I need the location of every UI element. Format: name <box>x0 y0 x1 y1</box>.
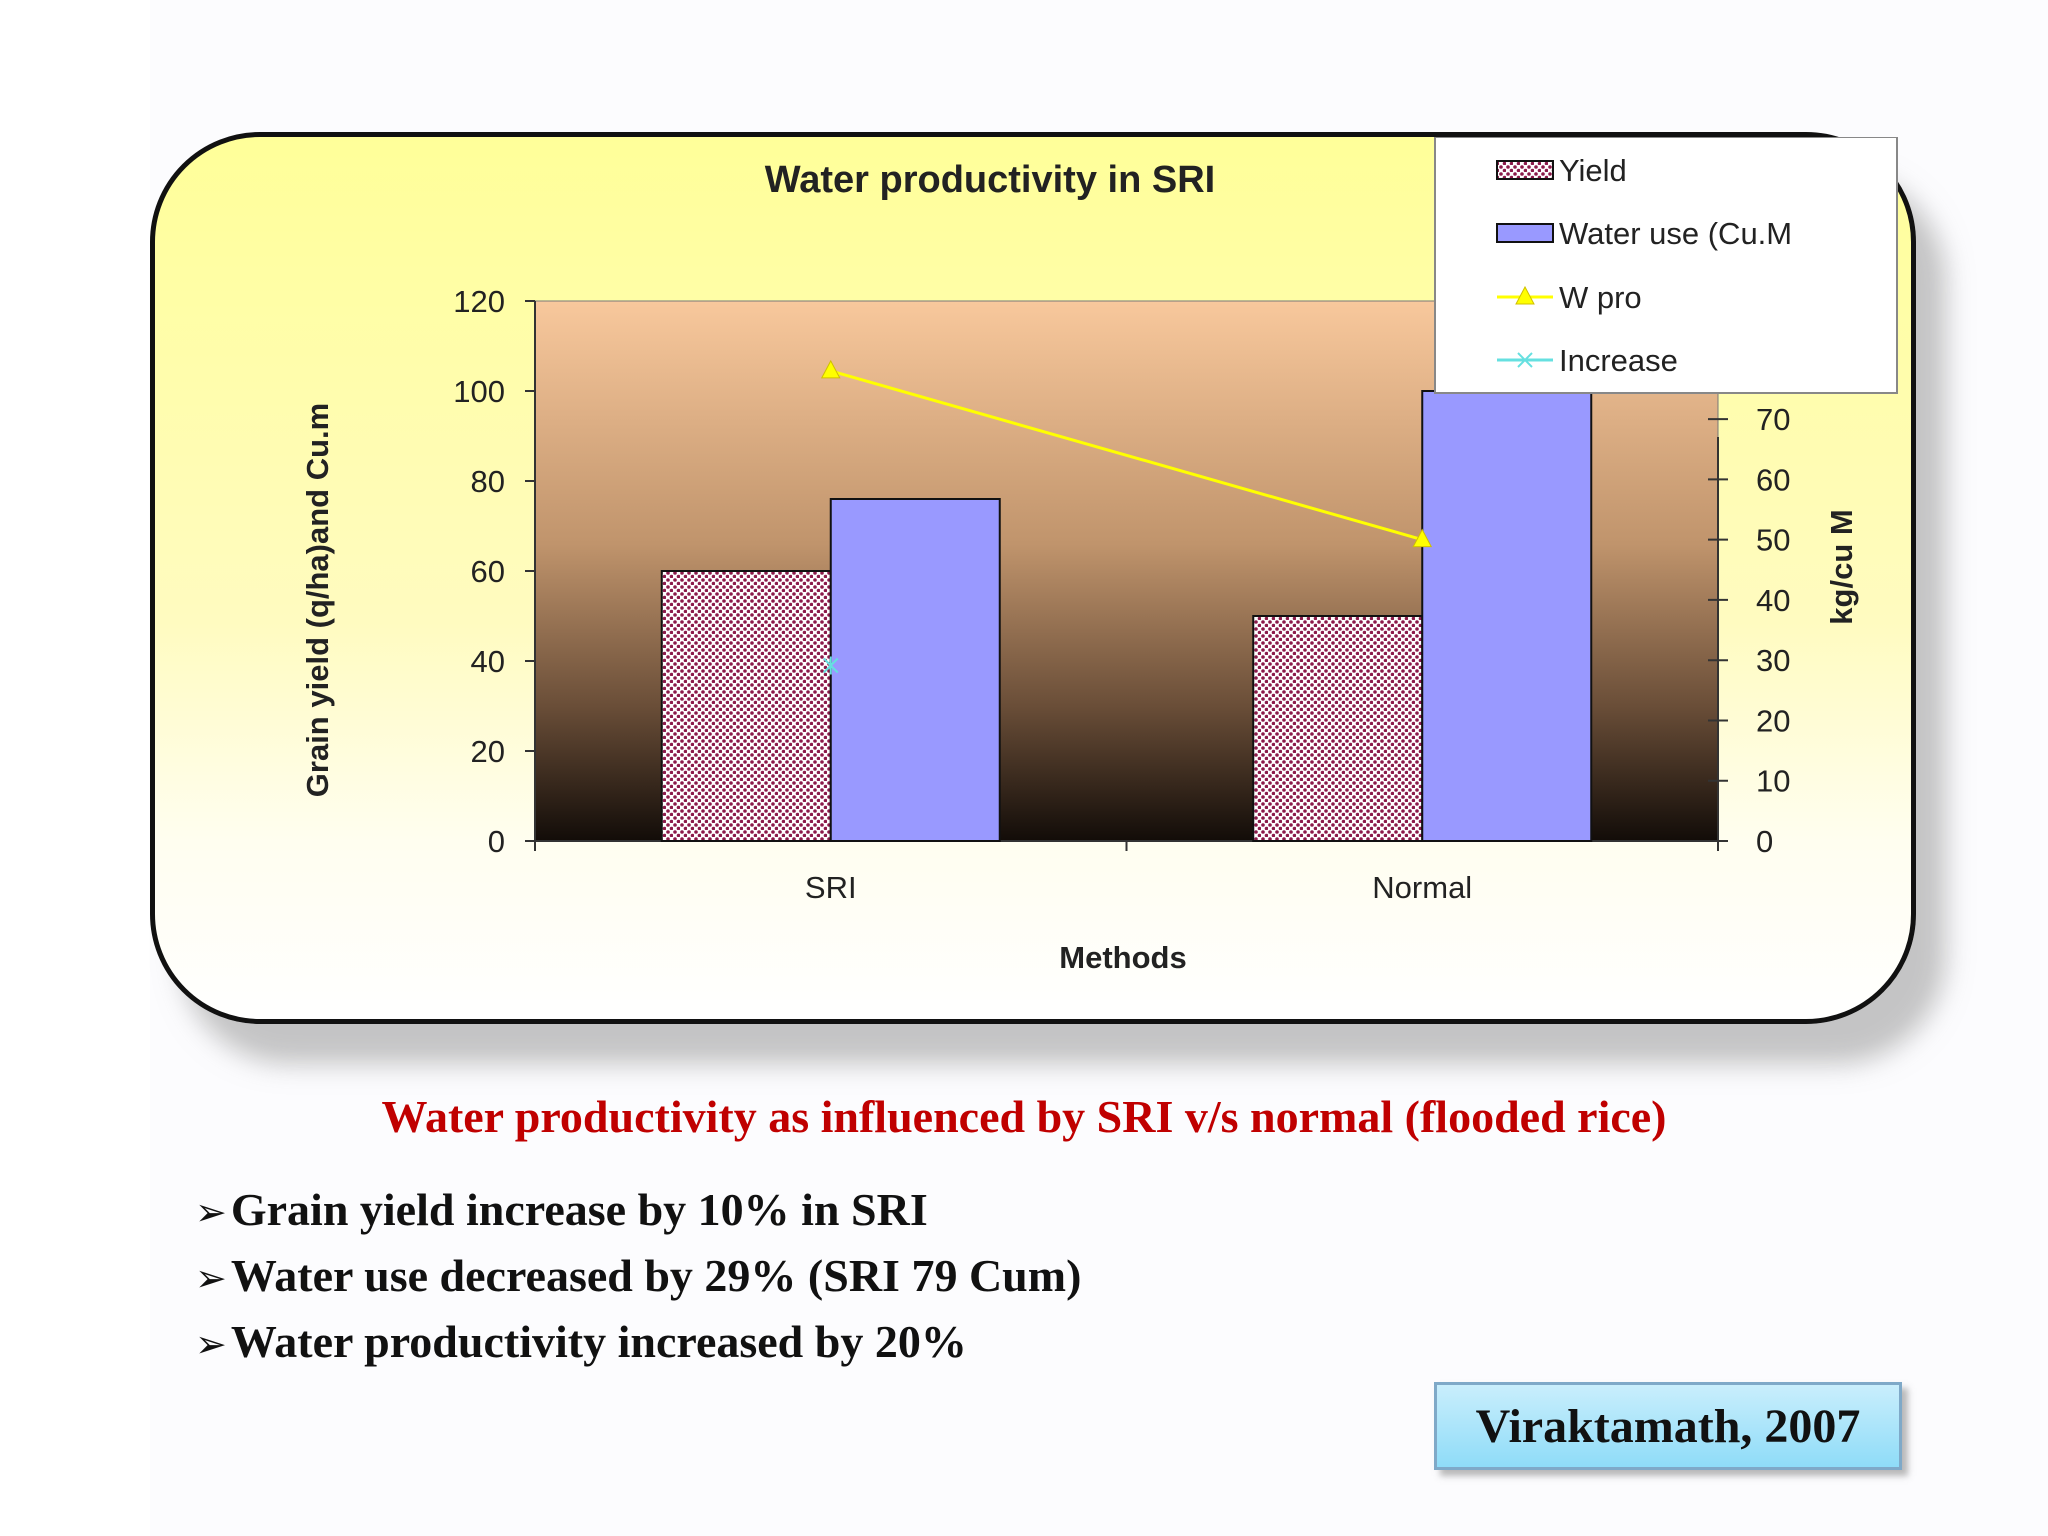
legend-label: Increase <box>1559 343 1678 378</box>
legend-label: Yield <box>1559 153 1627 188</box>
finding-text: Water use decreased by 29% (SRI 79 Cum) <box>230 1250 1082 1301</box>
y-tick-label: 100 <box>453 374 505 409</box>
y-tick-label: 0 <box>488 824 505 859</box>
x-axis-label: Methods <box>1059 940 1186 975</box>
finding-text: Water productivity increased by 20% <box>230 1316 967 1367</box>
point-w-pro <box>820 359 841 379</box>
citation-box: Viraktamath, 2007 <box>1434 1382 1902 1470</box>
y-tick-label: 40 <box>471 644 505 679</box>
arrow-bullet-icon: ➢ <box>195 1190 227 1234</box>
y2-tick-label: 10 <box>1756 764 1790 799</box>
arrow-bullet-icon: ➢ <box>195 1256 227 1300</box>
arrow-bullet-icon: ➢ <box>195 1322 227 1366</box>
chart-marks <box>660 359 1593 842</box>
y2-tick-label: 50 <box>1756 523 1790 558</box>
legend-marker <box>1515 285 1535 305</box>
axes: 0 20 40 60 80 100 120 SRI Normal 0 10 20 30 40 50 60 70 <box>453 284 1790 905</box>
y2-tick-label: 30 <box>1756 643 1790 678</box>
finding-list: ➢Grain yield increase by 10% in SRI ➢Wat… <box>195 1178 1081 1376</box>
legend: Yield Water use (Cu.M W pro Increase <box>1434 137 1898 394</box>
y2-tick-label: 70 <box>1756 402 1790 437</box>
chart-card: 0 20 40 60 80 100 120 SRI Normal 0 10 20 30 40 50 60 70 … <box>150 132 1916 1024</box>
legend-label: W pro <box>1559 280 1642 315</box>
y-tick-label: 120 <box>453 284 505 319</box>
legend-marker <box>1517 352 1533 368</box>
y-tick-label: 60 <box>471 554 505 589</box>
y2-tick-label: 0 <box>1756 824 1773 859</box>
y2-tick-label: 60 <box>1756 462 1790 497</box>
y-tick-label: 80 <box>471 464 505 499</box>
bar-yield <box>660 570 832 842</box>
bar-water-use <box>1421 390 1593 842</box>
y2-axis-label: kg/cu M <box>1824 509 1859 624</box>
line-w-pro <box>830 369 1423 542</box>
bar-water-use <box>829 498 1001 842</box>
x-tick-label: SRI <box>805 870 857 905</box>
finding-text: Grain yield increase by 10% in SRI <box>230 1184 928 1235</box>
chart-title: Water productivity in SRI <box>765 159 1215 201</box>
y2-tick-label: 20 <box>1756 703 1790 738</box>
bar-yield <box>1252 615 1424 842</box>
point-increase <box>823 656 839 675</box>
finding-item: ➢Water use decreased by 29% (SRI 79 Cum) <box>195 1244 1081 1310</box>
legend-swatch <box>1496 160 1554 180</box>
finding-item: ➢Water productivity increased by 20% <box>195 1310 1081 1376</box>
y2-tick-label: 40 <box>1756 583 1790 618</box>
x-tick-label: Normal <box>1372 870 1472 905</box>
y-tick-label: 20 <box>471 734 505 769</box>
legend-swatch <box>1496 223 1554 243</box>
point-w-pro <box>1412 528 1433 548</box>
y-axis-label: Grain yield (q/ha)and Cu.m <box>300 403 335 797</box>
legend-label: Water use (Cu.M <box>1559 216 1792 251</box>
finding-item: ➢Grain yield increase by 10% in SRI <box>195 1178 1081 1244</box>
figure-caption: Water productivity as influenced by SRI … <box>381 1091 1667 1142</box>
